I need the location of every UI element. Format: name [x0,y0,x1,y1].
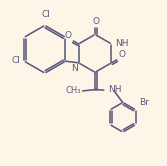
Text: N: N [71,64,78,73]
Text: Br: Br [139,98,148,107]
Text: Cl: Cl [11,56,20,65]
Text: NH: NH [108,85,121,94]
Text: O: O [65,31,72,40]
Text: CH₃: CH₃ [65,86,81,95]
Text: O: O [118,50,125,59]
Text: Cl: Cl [41,10,50,19]
Text: NH: NH [116,39,129,48]
Text: O: O [92,17,99,26]
